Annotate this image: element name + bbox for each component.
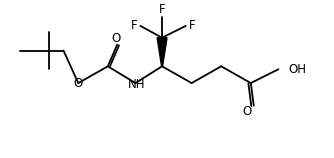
Text: OH: OH [288,63,306,76]
Text: F: F [131,19,137,32]
Text: O: O [242,105,252,118]
Text: F: F [189,19,195,32]
Text: O: O [73,77,83,90]
Text: F: F [159,3,165,16]
Text: O: O [111,32,120,45]
Polygon shape [157,38,167,66]
Text: NH: NH [128,78,145,91]
